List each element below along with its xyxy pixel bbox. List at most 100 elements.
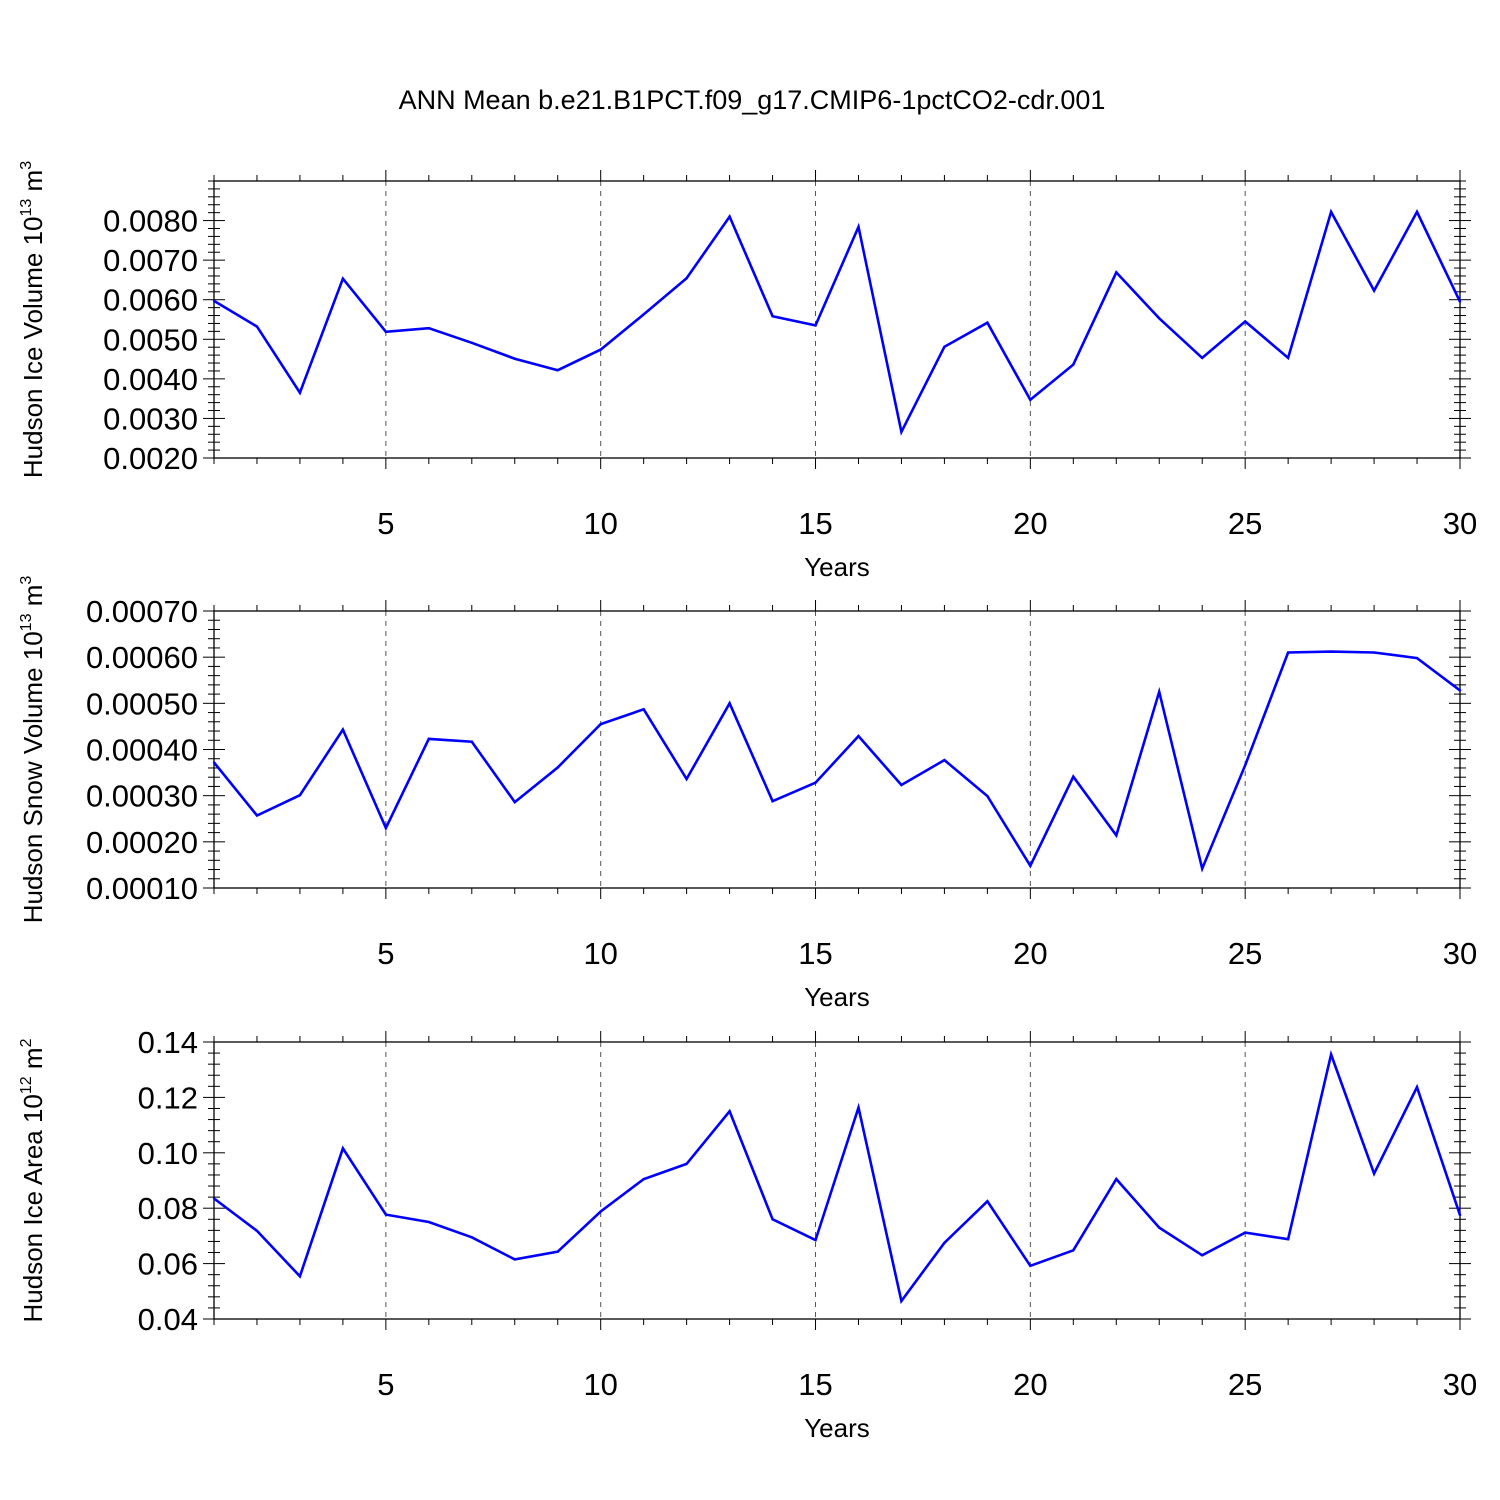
data-point (857, 1106, 860, 1109)
x-tick-label: 25 (1228, 506, 1262, 541)
x-tick-label: 15 (798, 936, 832, 971)
data-point (427, 327, 431, 330)
data-point (771, 800, 774, 803)
data-point (642, 708, 645, 711)
data-point (212, 1197, 216, 1200)
data-point (513, 1258, 516, 1261)
data-point (1372, 289, 1376, 292)
x-tick-label: 30 (1443, 936, 1477, 971)
data-point (384, 1213, 388, 1216)
data-point (814, 1238, 817, 1242)
x-tick-label: 15 (798, 506, 832, 541)
x-tick-label: 10 (583, 1367, 617, 1402)
x-tick-label: 20 (1013, 936, 1047, 971)
x-axis-label: Years (804, 552, 870, 582)
data-point (341, 728, 345, 731)
panel-1: 5 10 15 20 25 30 0.0020 0.0030 0.0040 0.0050 0.006… (18, 161, 1477, 582)
data-point (384, 330, 388, 333)
data-point (1201, 1254, 1204, 1257)
x-axis-label: Years (804, 982, 870, 1012)
data-point (986, 794, 989, 798)
data-point (771, 315, 774, 318)
data-point (814, 781, 817, 784)
y-tick-label: 0.10 (138, 1136, 198, 1171)
data-point (470, 341, 473, 345)
data-point (1158, 690, 1161, 693)
data-point (556, 766, 559, 769)
data-point (384, 826, 388, 830)
y-tick-label: 0.08 (138, 1191, 198, 1226)
y-tick-label: 0.12 (138, 1080, 198, 1115)
data-point (1329, 650, 1333, 653)
data-point (728, 215, 731, 218)
x-tick-label: 25 (1228, 936, 1262, 971)
data-point (298, 391, 302, 394)
data-point (1072, 363, 1075, 366)
panel-2: 5 10 15 20 25 30 0.00010 0.00020 0.00030 0.00040 0… (18, 576, 1477, 1012)
data-point (341, 1147, 345, 1150)
y-tick-label: 0.00060 (86, 640, 198, 675)
y-tick-label: 0.0080 (103, 204, 198, 239)
x-tick-label: 10 (583, 936, 617, 971)
data-point (642, 1177, 645, 1181)
y-tick-label: 0.00070 (86, 594, 198, 629)
y-tick-label: 0.0070 (103, 243, 198, 278)
data-point (470, 740, 473, 743)
x-tick-label: 5 (377, 936, 394, 971)
data-point (599, 722, 602, 726)
data-point (1286, 356, 1290, 360)
data-point (1286, 651, 1290, 654)
x-axis-label: Years (804, 1413, 870, 1443)
data-point (1115, 271, 1118, 274)
data-point (986, 321, 989, 324)
data-point (1029, 1264, 1032, 1268)
data-point (986, 1200, 989, 1203)
y-tick-label: 0.0020 (103, 441, 198, 476)
data-point (1115, 1177, 1118, 1181)
data-point (685, 777, 688, 781)
y-axis-label: Hudson Snow Volume 1013 m3 (18, 576, 48, 924)
data-point (470, 1236, 473, 1239)
data-point (900, 783, 903, 787)
data-point (857, 734, 860, 738)
series-line (213, 1049, 1462, 1305)
data-point (943, 758, 946, 762)
series-line (213, 208, 1462, 436)
y-tick-label: 0.00040 (86, 733, 198, 768)
y-axis-label: Hudson Ice Volume 1013 m3 (18, 161, 48, 478)
x-tick-label: 20 (1013, 506, 1047, 541)
y-tick-label: 0.00050 (86, 686, 198, 721)
data-point (1201, 356, 1204, 360)
data-point (1329, 210, 1333, 214)
data-point (1115, 834, 1118, 837)
data-point (212, 761, 216, 764)
data-point (341, 277, 345, 280)
data-point (255, 814, 259, 817)
data-point (900, 1299, 903, 1303)
data-point (1286, 1238, 1290, 1241)
plot-frame (213, 610, 1461, 889)
y-tick-label: 0.0050 (103, 322, 198, 357)
data-point (427, 1220, 431, 1224)
data-point (900, 430, 903, 434)
data-point (1029, 864, 1032, 868)
y-tick-label: 0.00020 (86, 825, 198, 860)
data-point (556, 368, 559, 372)
data-point (685, 277, 688, 280)
data-point (728, 702, 731, 705)
data-point (427, 737, 431, 741)
x-tick-label: 15 (798, 1367, 832, 1402)
data-point (298, 794, 302, 797)
data-point (685, 1162, 688, 1166)
data-point (1458, 300, 1462, 303)
y-tick-label: 0.00030 (86, 779, 198, 814)
x-tick-label: 5 (377, 1367, 394, 1402)
y-tick-label: 0.06 (138, 1247, 198, 1282)
data-point (556, 1250, 559, 1253)
data-point (1072, 775, 1075, 778)
data-point (1458, 689, 1462, 692)
plot-frame (213, 1041, 1461, 1320)
data-point (1372, 1172, 1376, 1175)
x-tick-label: 20 (1013, 1367, 1047, 1402)
